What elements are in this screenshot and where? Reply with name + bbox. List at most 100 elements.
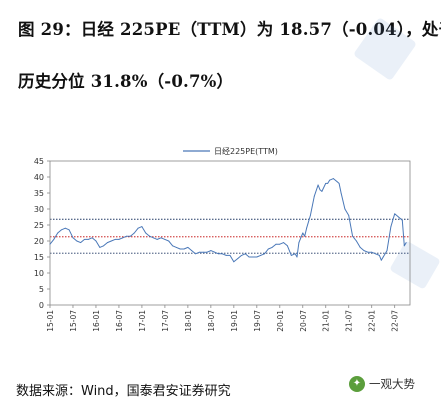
series-point xyxy=(145,232,147,234)
series-point xyxy=(133,232,135,234)
series-point xyxy=(296,256,298,258)
series-point xyxy=(313,195,315,197)
series-point xyxy=(286,245,288,247)
series-point xyxy=(317,184,319,186)
title-line-1: 图 29：日经 225PE（TTM）为 18.57（-0.04），处于 xyxy=(18,20,441,39)
x-tick-label: 22-07 xyxy=(391,310,400,332)
series-point xyxy=(168,240,170,242)
x-tick-label: 18-01 xyxy=(184,310,193,332)
series-point xyxy=(149,235,151,237)
y-tick-label: 35 xyxy=(34,189,44,198)
series-point xyxy=(221,253,223,255)
x-tick-label: 22-01 xyxy=(368,310,377,332)
series-point xyxy=(237,258,239,260)
wechat-icon: ✦ xyxy=(349,376,365,392)
series-point xyxy=(152,237,154,239)
series-point xyxy=(110,240,112,242)
series-point xyxy=(325,182,327,184)
x-tick-label: 16-01 xyxy=(92,310,101,332)
series-point xyxy=(244,253,246,255)
series-point xyxy=(321,190,323,192)
series-point xyxy=(405,242,407,244)
series-point xyxy=(103,245,105,247)
title-line-2: 历史分位 31.8%（-0.7%） xyxy=(18,72,234,91)
x-tick-label: 21-01 xyxy=(322,310,331,332)
y-tick-label: 25 xyxy=(34,221,44,230)
series-point xyxy=(390,226,392,228)
plot-area xyxy=(49,160,411,306)
series-point xyxy=(340,192,342,194)
series-point xyxy=(172,245,174,247)
series-point xyxy=(275,243,277,245)
series-line xyxy=(49,178,407,263)
series-point xyxy=(271,246,273,248)
series-point xyxy=(327,182,329,184)
x-tick-label: 18-07 xyxy=(207,310,216,332)
x-tick-label: 17-07 xyxy=(161,310,170,332)
series-point xyxy=(329,179,331,181)
y-tick-label: 30 xyxy=(34,205,44,214)
series-point xyxy=(386,250,388,252)
y-tick-label: 20 xyxy=(34,237,44,246)
brand-name: 一观大势 xyxy=(369,377,415,391)
series-point xyxy=(233,261,235,263)
y-tick-label: 45 xyxy=(34,157,44,166)
y-tick-label: 15 xyxy=(34,253,44,262)
series-point xyxy=(198,251,200,253)
series-point xyxy=(61,229,62,231)
series-point xyxy=(95,240,97,242)
series-point xyxy=(53,238,55,240)
series-point xyxy=(64,227,66,229)
series-point xyxy=(359,246,361,248)
series-point xyxy=(309,214,311,216)
series-point xyxy=(156,238,158,240)
series-point xyxy=(248,256,250,258)
chart-legend: 日经225PE(TTM) xyxy=(183,146,278,156)
x-tick-label: 19-01 xyxy=(230,310,239,332)
series-point xyxy=(304,235,306,237)
series-point xyxy=(241,254,242,256)
x-tick-label: 16-07 xyxy=(115,310,124,332)
series-point xyxy=(403,245,405,247)
pe-line-chart: 0 5 10 15 20 25 30 35 40 45 15-01 15-07 16-01 16-07 17… xyxy=(34,146,411,332)
series-point xyxy=(332,178,334,180)
x-tick-label: 19-07 xyxy=(253,310,262,332)
series-point xyxy=(80,242,82,244)
y-tick-label: 10 xyxy=(34,269,44,278)
series-point xyxy=(294,253,296,255)
series-point xyxy=(106,242,108,244)
source-note: 数据来源：Wind，国泰君安证券研究 xyxy=(16,384,231,399)
series-point xyxy=(375,253,376,255)
x-tick-label: 20-07 xyxy=(299,310,308,332)
series-point xyxy=(164,238,166,240)
series-point xyxy=(57,232,59,234)
series-point xyxy=(252,256,254,258)
legend-label: 日经225PE(TTM) xyxy=(214,146,278,156)
series-point xyxy=(338,182,340,184)
series-point xyxy=(256,256,258,258)
series-point xyxy=(206,251,208,253)
series-point xyxy=(160,237,162,239)
series-point xyxy=(401,219,403,221)
y-tick-label: 5 xyxy=(39,285,44,294)
series-point xyxy=(264,253,265,255)
series-point xyxy=(382,256,384,258)
series-point xyxy=(371,251,373,253)
series-point xyxy=(319,189,321,191)
series-point xyxy=(84,238,85,240)
series-point xyxy=(218,253,219,255)
x-tick-label: 15-01 xyxy=(46,310,55,332)
series-point xyxy=(380,259,382,261)
series-point xyxy=(122,237,124,239)
series-point xyxy=(302,232,304,234)
x-tick-label: 21-07 xyxy=(345,310,354,332)
brand-badge: ✦ 一观大势 xyxy=(349,376,415,392)
series-point xyxy=(344,208,346,210)
series-point xyxy=(202,251,204,253)
series-point xyxy=(267,248,269,250)
series-point xyxy=(210,250,212,252)
series-point xyxy=(118,238,120,240)
series-point xyxy=(290,254,292,256)
series-point xyxy=(283,242,285,244)
x-tick-label: 15-07 xyxy=(69,310,78,332)
